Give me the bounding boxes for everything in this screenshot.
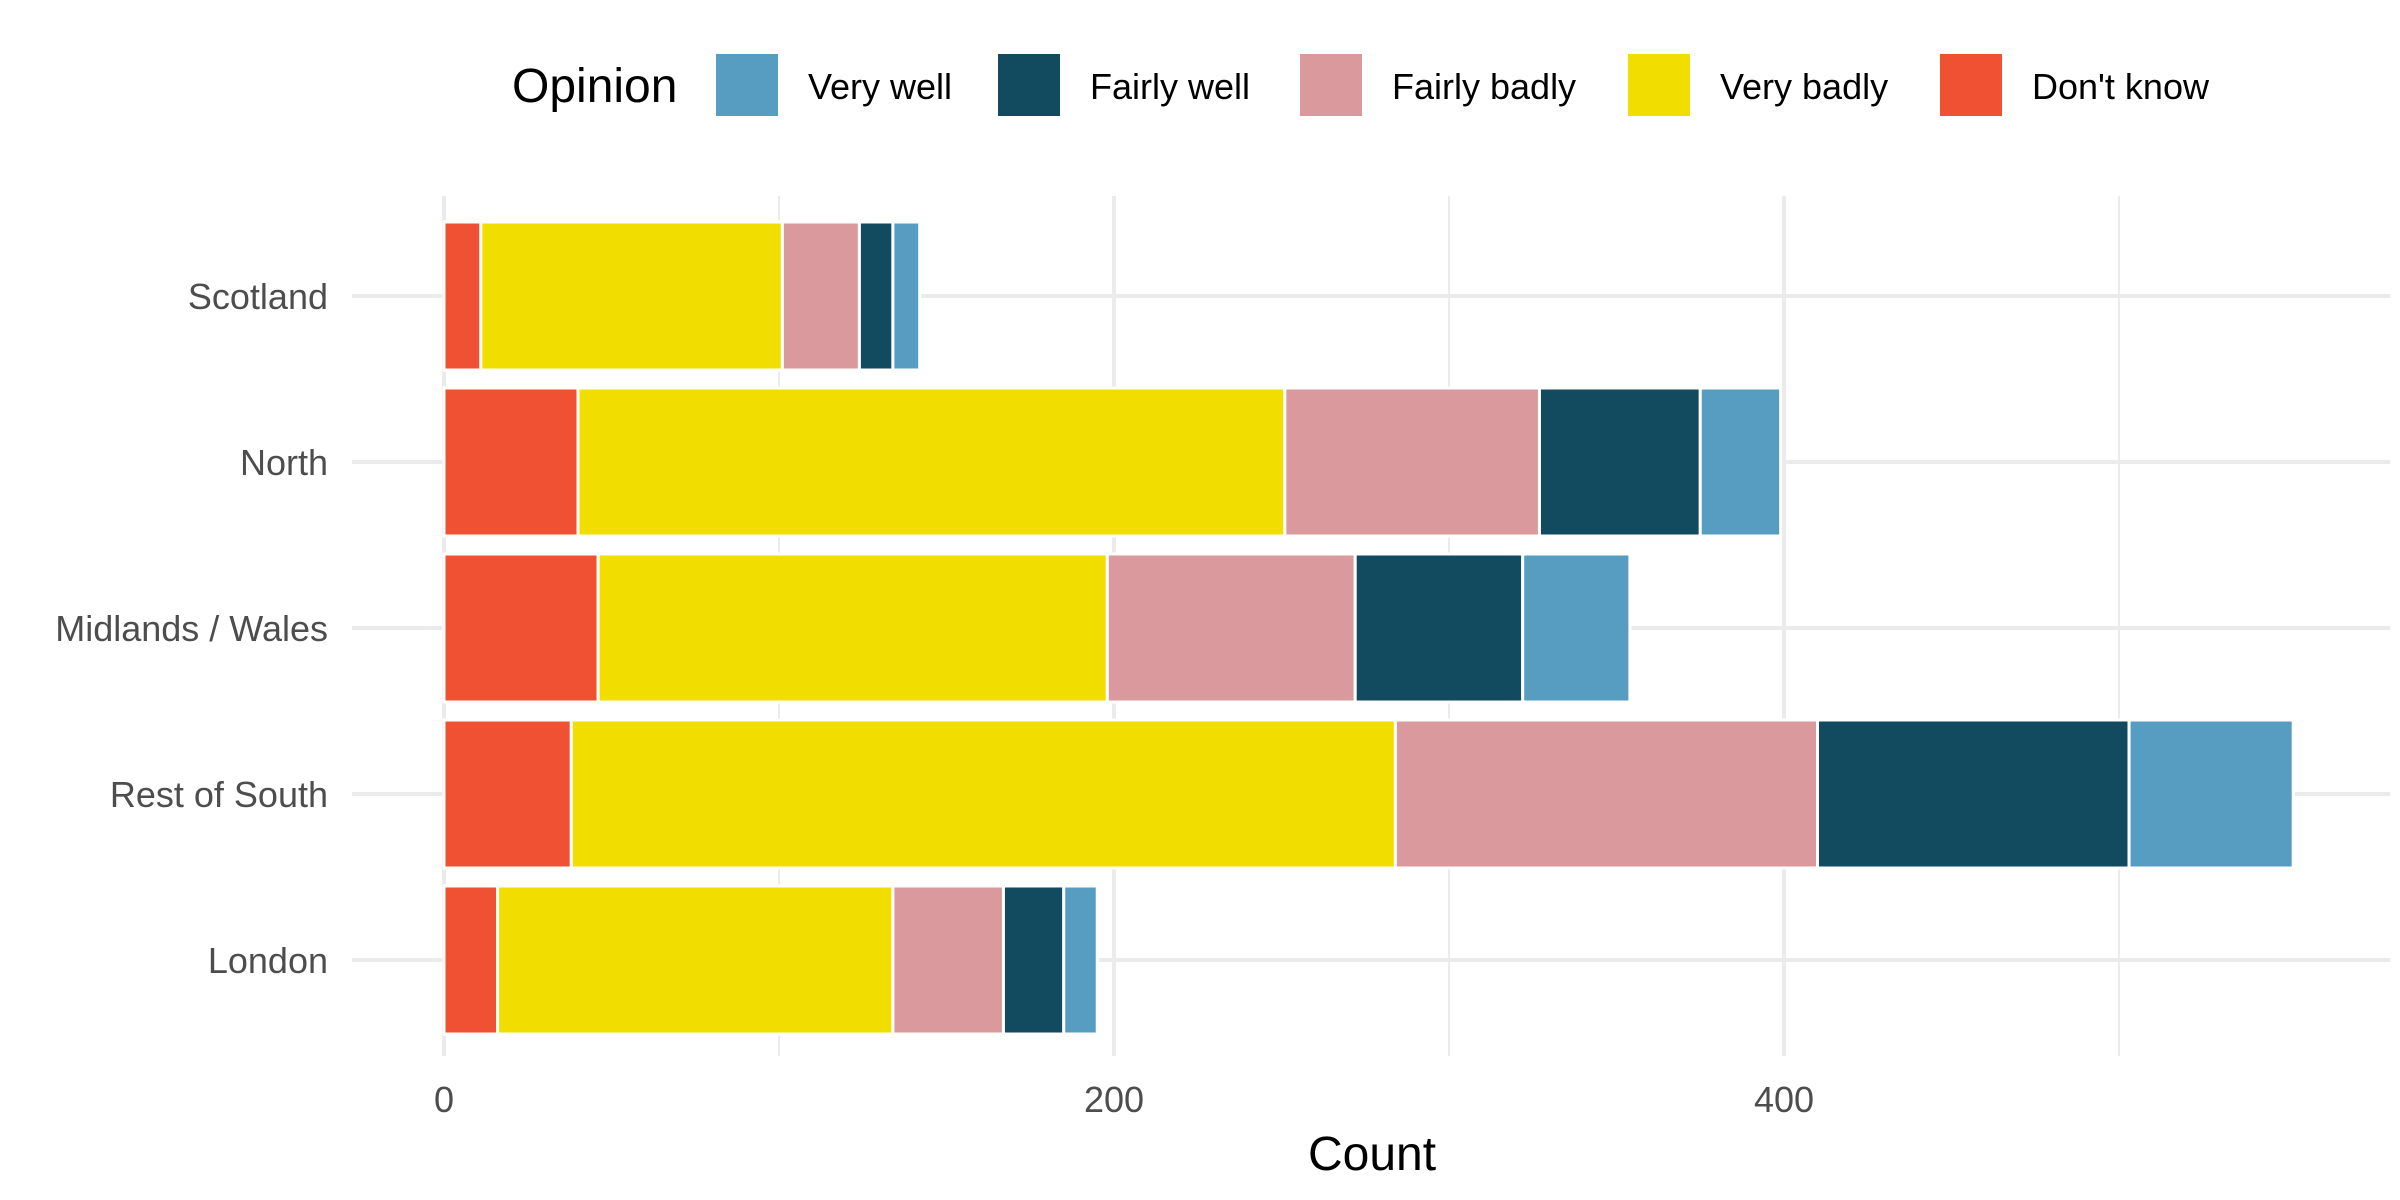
bar-segment-fairly-badly bbox=[891, 884, 1005, 1036]
legend-key bbox=[1940, 54, 2002, 116]
x-tick-label: 200 bbox=[1084, 1079, 1144, 1120]
bar-segment-fairly-well bbox=[1537, 386, 1702, 538]
legend-label: Very well bbox=[808, 66, 952, 107]
bar-segment-fairly-badly bbox=[780, 220, 861, 372]
x-tick-label: 0 bbox=[434, 1079, 454, 1120]
legend: Opinion Very well Fairly well Fairly badly… bbox=[512, 54, 2210, 116]
bar-segment-very-well bbox=[1062, 884, 1099, 1036]
y-tick-label: Rest of South bbox=[110, 774, 328, 815]
bar-segment-don-t-know bbox=[442, 718, 573, 870]
x-tick-label: 400 bbox=[1754, 1079, 1814, 1120]
bar-segment-fairly-well bbox=[857, 220, 895, 372]
bar-segment-don-t-know bbox=[442, 220, 483, 372]
bars bbox=[442, 220, 2295, 1036]
legend-label: Fairly badly bbox=[1392, 66, 1576, 107]
x-axis-title: Count bbox=[1308, 1128, 1436, 1181]
bar-segment-fairly-badly bbox=[1105, 552, 1357, 704]
y-tick-label: London bbox=[208, 940, 328, 981]
legend-label: Don't know bbox=[2032, 66, 2210, 107]
y-tick-label: North bbox=[240, 442, 328, 483]
bar-segment-very-well bbox=[891, 220, 922, 372]
bar-segment-very-well bbox=[1521, 552, 1632, 704]
y-tick-label: Scotland bbox=[188, 276, 328, 317]
bar-segment-fairly-well bbox=[1001, 884, 1066, 1036]
x-axis-tick-labels: 0 200 400 bbox=[434, 1079, 1814, 1120]
legend-label: Very badly bbox=[1720, 66, 1888, 107]
y-tick-label: Midlands / Wales bbox=[55, 608, 328, 649]
legend-label: Fairly well bbox=[1090, 66, 1250, 107]
bar-segment-very-badly bbox=[576, 386, 1287, 538]
y-axis-tick-labels: Scotland North Midlands / Wales Rest of Sou… bbox=[55, 276, 328, 981]
bar-segment-very-well bbox=[2127, 718, 2295, 870]
bar-segment-fairly-badly bbox=[1393, 718, 1820, 870]
bar-segment-fairly-badly bbox=[1283, 386, 1541, 538]
bar-segment-very-badly bbox=[479, 220, 784, 372]
bar-segment-very-badly bbox=[496, 884, 895, 1036]
bar-segment-don-t-know bbox=[442, 884, 500, 1036]
legend-key bbox=[716, 54, 778, 116]
bar-segment-fairly-well bbox=[1353, 552, 1525, 704]
legend-key bbox=[1300, 54, 1362, 116]
bar-segment-very-badly bbox=[596, 552, 1109, 704]
legend-key bbox=[1628, 54, 1690, 116]
bar-segment-don-t-know bbox=[442, 386, 580, 538]
legend-key bbox=[998, 54, 1060, 116]
bar-segment-very-well bbox=[1698, 386, 1783, 538]
bar-segment-don-t-know bbox=[442, 552, 600, 704]
legend-title: Opinion bbox=[512, 60, 677, 113]
bar-segment-fairly-well bbox=[1816, 718, 2131, 870]
bar-segment-very-badly bbox=[569, 718, 1397, 870]
